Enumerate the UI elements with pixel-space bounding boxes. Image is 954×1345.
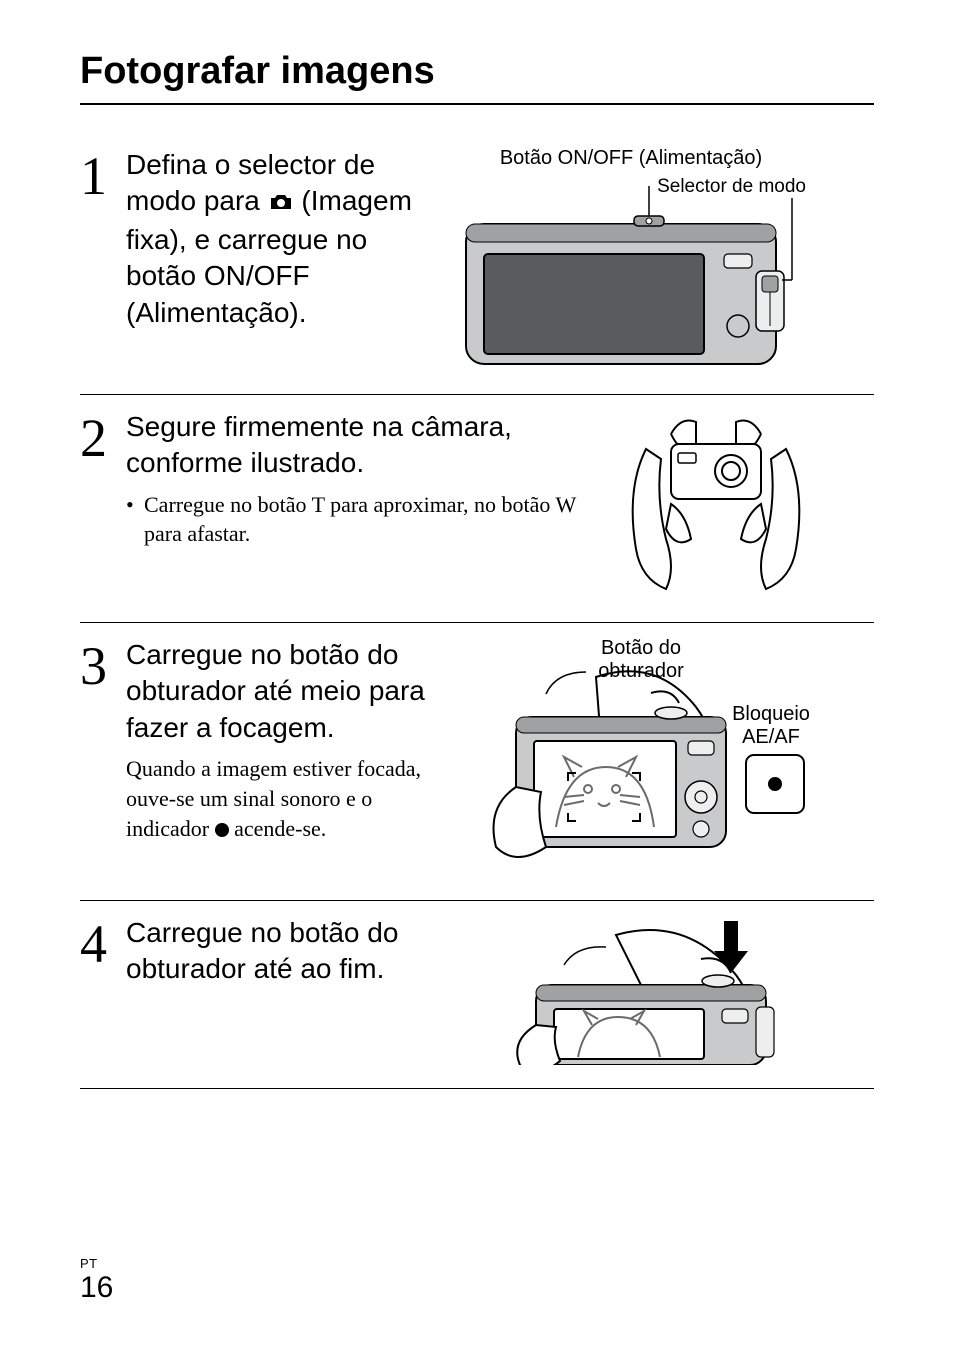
page-footer: PT 16 — [80, 1256, 113, 1305]
steps-list: 1 Defina o selector de modo para (Imagem… — [80, 133, 874, 1089]
step-3: 3 Carregue no botão do obturador até mei… — [80, 623, 874, 901]
step-2-bullet-text: Carregue no botão T para aproximar, no b… — [144, 490, 596, 549]
step-2-number: 2 — [80, 409, 126, 604]
step-4-number: 4 — [80, 915, 126, 1070]
step-3-heading: Carregue no botão do obturador até meio … — [126, 637, 436, 746]
label-onoff: Botão ON/OFF (Alimentação) — [456, 147, 806, 170]
step-2: 2 Segure firmemente na câmara, conforme … — [80, 395, 874, 623]
bullet-dot-icon: • — [126, 490, 144, 549]
camera-icon — [268, 185, 294, 221]
footer-page-number: 16 — [80, 1271, 113, 1305]
indicator-dot-icon — [215, 823, 229, 837]
step-4-heading: Carregue no botão do obturador até ao fi… — [126, 915, 466, 988]
step-1: 1 Defina o selector de modo para (Imagem… — [80, 133, 874, 395]
illustration-step-2 — [616, 409, 816, 599]
title-rule — [80, 103, 874, 105]
step-3-number: 3 — [80, 637, 126, 882]
step-3-sub: Quando a imagem estiver focada, ouve-se … — [126, 754, 436, 843]
step-2-bullet: • Carregue no botão T para aproximar, no… — [126, 490, 596, 549]
step-3-sub-after: acende-se. — [229, 816, 327, 841]
illustration-step-1 — [456, 176, 806, 376]
page-title: Fotografar imagens — [80, 50, 874, 93]
footer-lang: PT — [80, 1256, 113, 1271]
label-shutter: Botão do obturador — [586, 637, 696, 683]
step-4: 4 Carregue no botão do obturador até ao … — [80, 901, 874, 1089]
step-1-number: 1 — [80, 147, 126, 376]
illustration-step-4 — [486, 915, 806, 1065]
label-lock: Bloqueio AE/AF — [726, 703, 816, 749]
step-2-heading: Segure firmemente na câmara, conforme il… — [126, 409, 596, 482]
step-1-heading: Defina o selector de modo para (Imagem f… — [126, 147, 436, 331]
